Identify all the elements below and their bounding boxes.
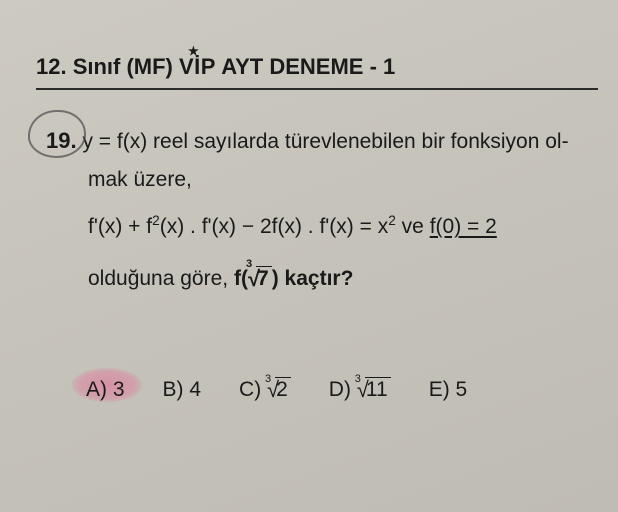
question-number: 19. (46, 128, 77, 153)
option-e: E) 5 (429, 378, 468, 402)
eq-sup-2b: 2 (388, 213, 396, 228)
cube-root-7: 3√7 (248, 259, 272, 297)
ask-a: olduğuna göre, (88, 267, 234, 290)
exam-title: 12. Sınıf (MF) ★VİP AYT DENEME - 1 (36, 54, 598, 90)
eq-part-a: f'(x) + f (88, 215, 152, 238)
eq-sup-2a: 2 (152, 213, 160, 228)
header-region: 12. Sınıf (MF) ★VİP AYT DENEME - 1 (36, 54, 598, 90)
options-row: A) 3 B) 4 C) 3√2 D) 3√11 E) 5 (86, 376, 588, 402)
option-d-root: 3√11 (357, 376, 391, 402)
option-b: B) 4 (163, 378, 202, 402)
eq-part-c: ve (396, 215, 430, 238)
ask-bold: f(3√7) kaçtır? (234, 267, 353, 290)
exam-page: 12. Sınıf (MF) ★VİP AYT DENEME - 1 19. y… (0, 0, 618, 512)
option-a: A) 3 (86, 378, 125, 402)
option-d-label: D) (329, 378, 357, 401)
title-prefix: 12. Sınıf (MF) (36, 54, 179, 79)
question-ask-line: olduğuna göre, f(3√7) kaçtır? (46, 259, 590, 297)
eq-part-b: (x) . f'(x) − 2f(x) . f'(x) = x (160, 215, 389, 238)
radical-icon: √ (357, 377, 369, 403)
option-c-root: 3√2 (267, 376, 291, 402)
ask-c: ) kaçtır? (272, 267, 354, 290)
option-c: C) 3√2 (239, 376, 291, 402)
radical-icon: √ (248, 260, 260, 297)
title-vip: ★VİP (179, 54, 216, 79)
radical-icon: √ (267, 377, 279, 403)
q-line1a: y = f(x) reel sayılarda türevlenebilen b… (82, 130, 568, 153)
question-number-wrap: 19. (46, 122, 77, 160)
option-c-label: C) (239, 378, 267, 401)
question-block: 19. y = f(x) reel sayılarda türevlenebil… (46, 122, 590, 299)
option-d: D) 3√11 (329, 376, 391, 402)
title-suffix: AYT DENEME - 1 (216, 54, 395, 79)
question-first-line: 19. y = f(x) reel sayılarda türevlenebil… (46, 122, 590, 160)
q-line1b: mak üzere, (46, 162, 590, 198)
eq-part-d: f(0) = 2 (430, 215, 497, 238)
star-icon: ★ (188, 44, 199, 58)
equation-line: f'(x) + f2(x) . f'(x) − 2f(x) . f'(x) = … (46, 209, 590, 245)
